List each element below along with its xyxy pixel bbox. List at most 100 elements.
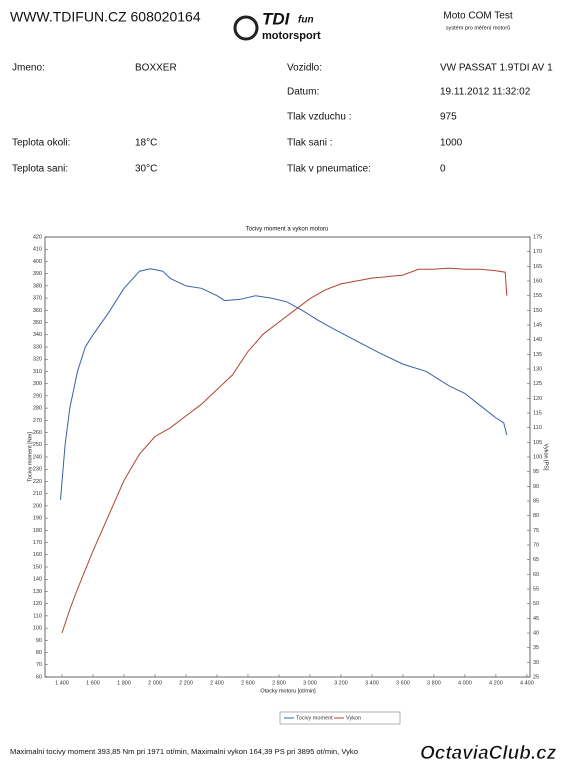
- field-label: Vozidlo:: [287, 63, 322, 74]
- y-tick-label: 70: [36, 662, 42, 668]
- y-tick-label: 350: [33, 320, 42, 326]
- y2-tick-label: 40: [533, 630, 539, 636]
- y-tick-label: 320: [33, 357, 42, 363]
- x-tick-label: 4 400: [520, 680, 534, 686]
- field-value: 19.11.2012 11:32:02: [440, 87, 531, 98]
- x-tick-label: 3 400: [365, 680, 379, 686]
- field-value: 1000: [440, 138, 463, 149]
- y2-tick-label: 140: [533, 337, 542, 343]
- field-value: 975: [440, 112, 457, 123]
- y2-tick-label: 125: [533, 381, 542, 387]
- y2-tick-label: 115: [533, 410, 542, 416]
- website: WWW.TDIFUN.CZ 608020164: [10, 9, 201, 25]
- y2-tick-label: 160: [533, 278, 542, 284]
- y2-tick-label: 90: [533, 484, 539, 490]
- y2-tick-label: 80: [533, 513, 539, 519]
- y-tick-label: 420: [33, 234, 42, 240]
- y2-axis-label: Vykon [PS]: [543, 443, 549, 470]
- y-tick-label: 180: [33, 528, 42, 534]
- logo-icon: [233, 15, 259, 41]
- x-tick-label: 2 200: [179, 680, 193, 686]
- y-tick-label: 280: [33, 406, 42, 412]
- y-tick-label: 220: [33, 479, 42, 485]
- y-tick-label: 340: [33, 332, 42, 338]
- y2-tick-label: 35: [533, 645, 539, 651]
- y2-tick-label: 100: [533, 454, 542, 460]
- y-tick-label: 80: [36, 650, 42, 656]
- y-tick-label: 310: [33, 369, 42, 375]
- y-tick-label: 300: [33, 381, 42, 387]
- y-tick-label: 170: [33, 540, 42, 546]
- y2-tick-label: 105: [533, 440, 542, 446]
- y-tick-label: 330: [33, 344, 42, 350]
- y-tick-label: 390: [33, 271, 42, 277]
- field-label: Teplota okoli:: [12, 138, 70, 149]
- logo-fun: fun: [298, 15, 314, 26]
- y2-tick-label: 50: [533, 601, 539, 607]
- y-tick-label: 250: [33, 442, 42, 448]
- y-tick-label: 400: [33, 259, 42, 265]
- y2-tick-label: 75: [533, 528, 539, 534]
- field-value: 0: [440, 164, 446, 175]
- series-line: [60, 268, 508, 500]
- field-value: 30°C: [135, 164, 157, 175]
- plot-frame: [44, 236, 531, 678]
- y2-tick-label: 150: [533, 308, 542, 314]
- x-tick-label: 3 000: [303, 680, 317, 686]
- y2-tick-label: 85: [533, 498, 539, 504]
- y-tick-label: 240: [33, 454, 42, 460]
- y-tick-label: 110: [33, 613, 42, 619]
- y2-tick-label: 55: [533, 586, 539, 592]
- x-tick-label: 2 400: [210, 680, 224, 686]
- x-axis-label: Otacky motoru [ot/min]: [260, 688, 316, 694]
- x-tick-label: 3 200: [334, 680, 348, 686]
- x-tick-label: 4 000: [458, 680, 472, 686]
- x-tick-label: 1 400: [55, 680, 69, 686]
- x-tick-label: 1 600: [86, 680, 100, 686]
- y-tick-label: 100: [33, 626, 42, 632]
- y2-tick-label: 70: [533, 542, 539, 548]
- y2-tick-label: 110: [533, 425, 542, 431]
- y-tick-label: 190: [33, 516, 42, 522]
- field-value: 18°C: [135, 138, 157, 149]
- y2-tick-label: 120: [533, 396, 542, 402]
- footer-summary: Maximalni tocivy moment 393,85 Nm pri 19…: [10, 747, 358, 756]
- y-tick-label: 90: [36, 638, 42, 644]
- chart-title: Tocivy moment a vykon motoru: [246, 227, 329, 233]
- y2-tick-label: 45: [533, 616, 539, 622]
- logo-main: TDI: [262, 9, 291, 28]
- y-tick-label: 360: [33, 308, 42, 314]
- watermark: OctaviaClub.cz: [420, 743, 557, 764]
- y-axis-label: Tocivy moment [Nm]: [27, 432, 33, 482]
- field-value: BOXXER: [135, 63, 177, 74]
- x-tick-label: 3 800: [427, 680, 441, 686]
- y-tick-label: 140: [33, 577, 42, 583]
- field-label: Tlak vzduchu :: [287, 112, 351, 123]
- legend-label: Tocivy moment: [296, 715, 333, 721]
- test-name: Moto COM Test: [443, 11, 512, 22]
- y-tick-label: 270: [33, 418, 42, 424]
- y2-tick-label: 65: [533, 557, 539, 563]
- y2-tick-label: 145: [533, 322, 542, 328]
- y2-tick-label: 30: [533, 660, 539, 666]
- y-tick-label: 210: [33, 491, 42, 497]
- field-label: Jmeno:: [12, 63, 45, 74]
- field-label: Tlak sani :: [287, 138, 333, 149]
- field-label: Tlak v pneumatice:: [287, 164, 371, 175]
- x-tick-label: 2 600: [241, 680, 255, 686]
- y2-tick-label: 130: [533, 366, 542, 372]
- y2-tick-label: 170: [533, 249, 542, 255]
- logo-sub: motorsport: [262, 30, 321, 42]
- y2-tick-label: 155: [533, 293, 542, 299]
- y-tick-label: 230: [33, 467, 42, 473]
- y-tick-label: 160: [33, 552, 42, 558]
- y-tick-label: 150: [33, 564, 42, 570]
- y-tick-label: 200: [33, 503, 42, 509]
- x-tick-label: 2 000: [148, 680, 162, 686]
- x-tick-label: 4 200: [489, 680, 503, 686]
- field-label: Datum:: [287, 87, 319, 98]
- y-tick-label: 370: [33, 296, 42, 302]
- y2-tick-label: 175: [533, 234, 542, 240]
